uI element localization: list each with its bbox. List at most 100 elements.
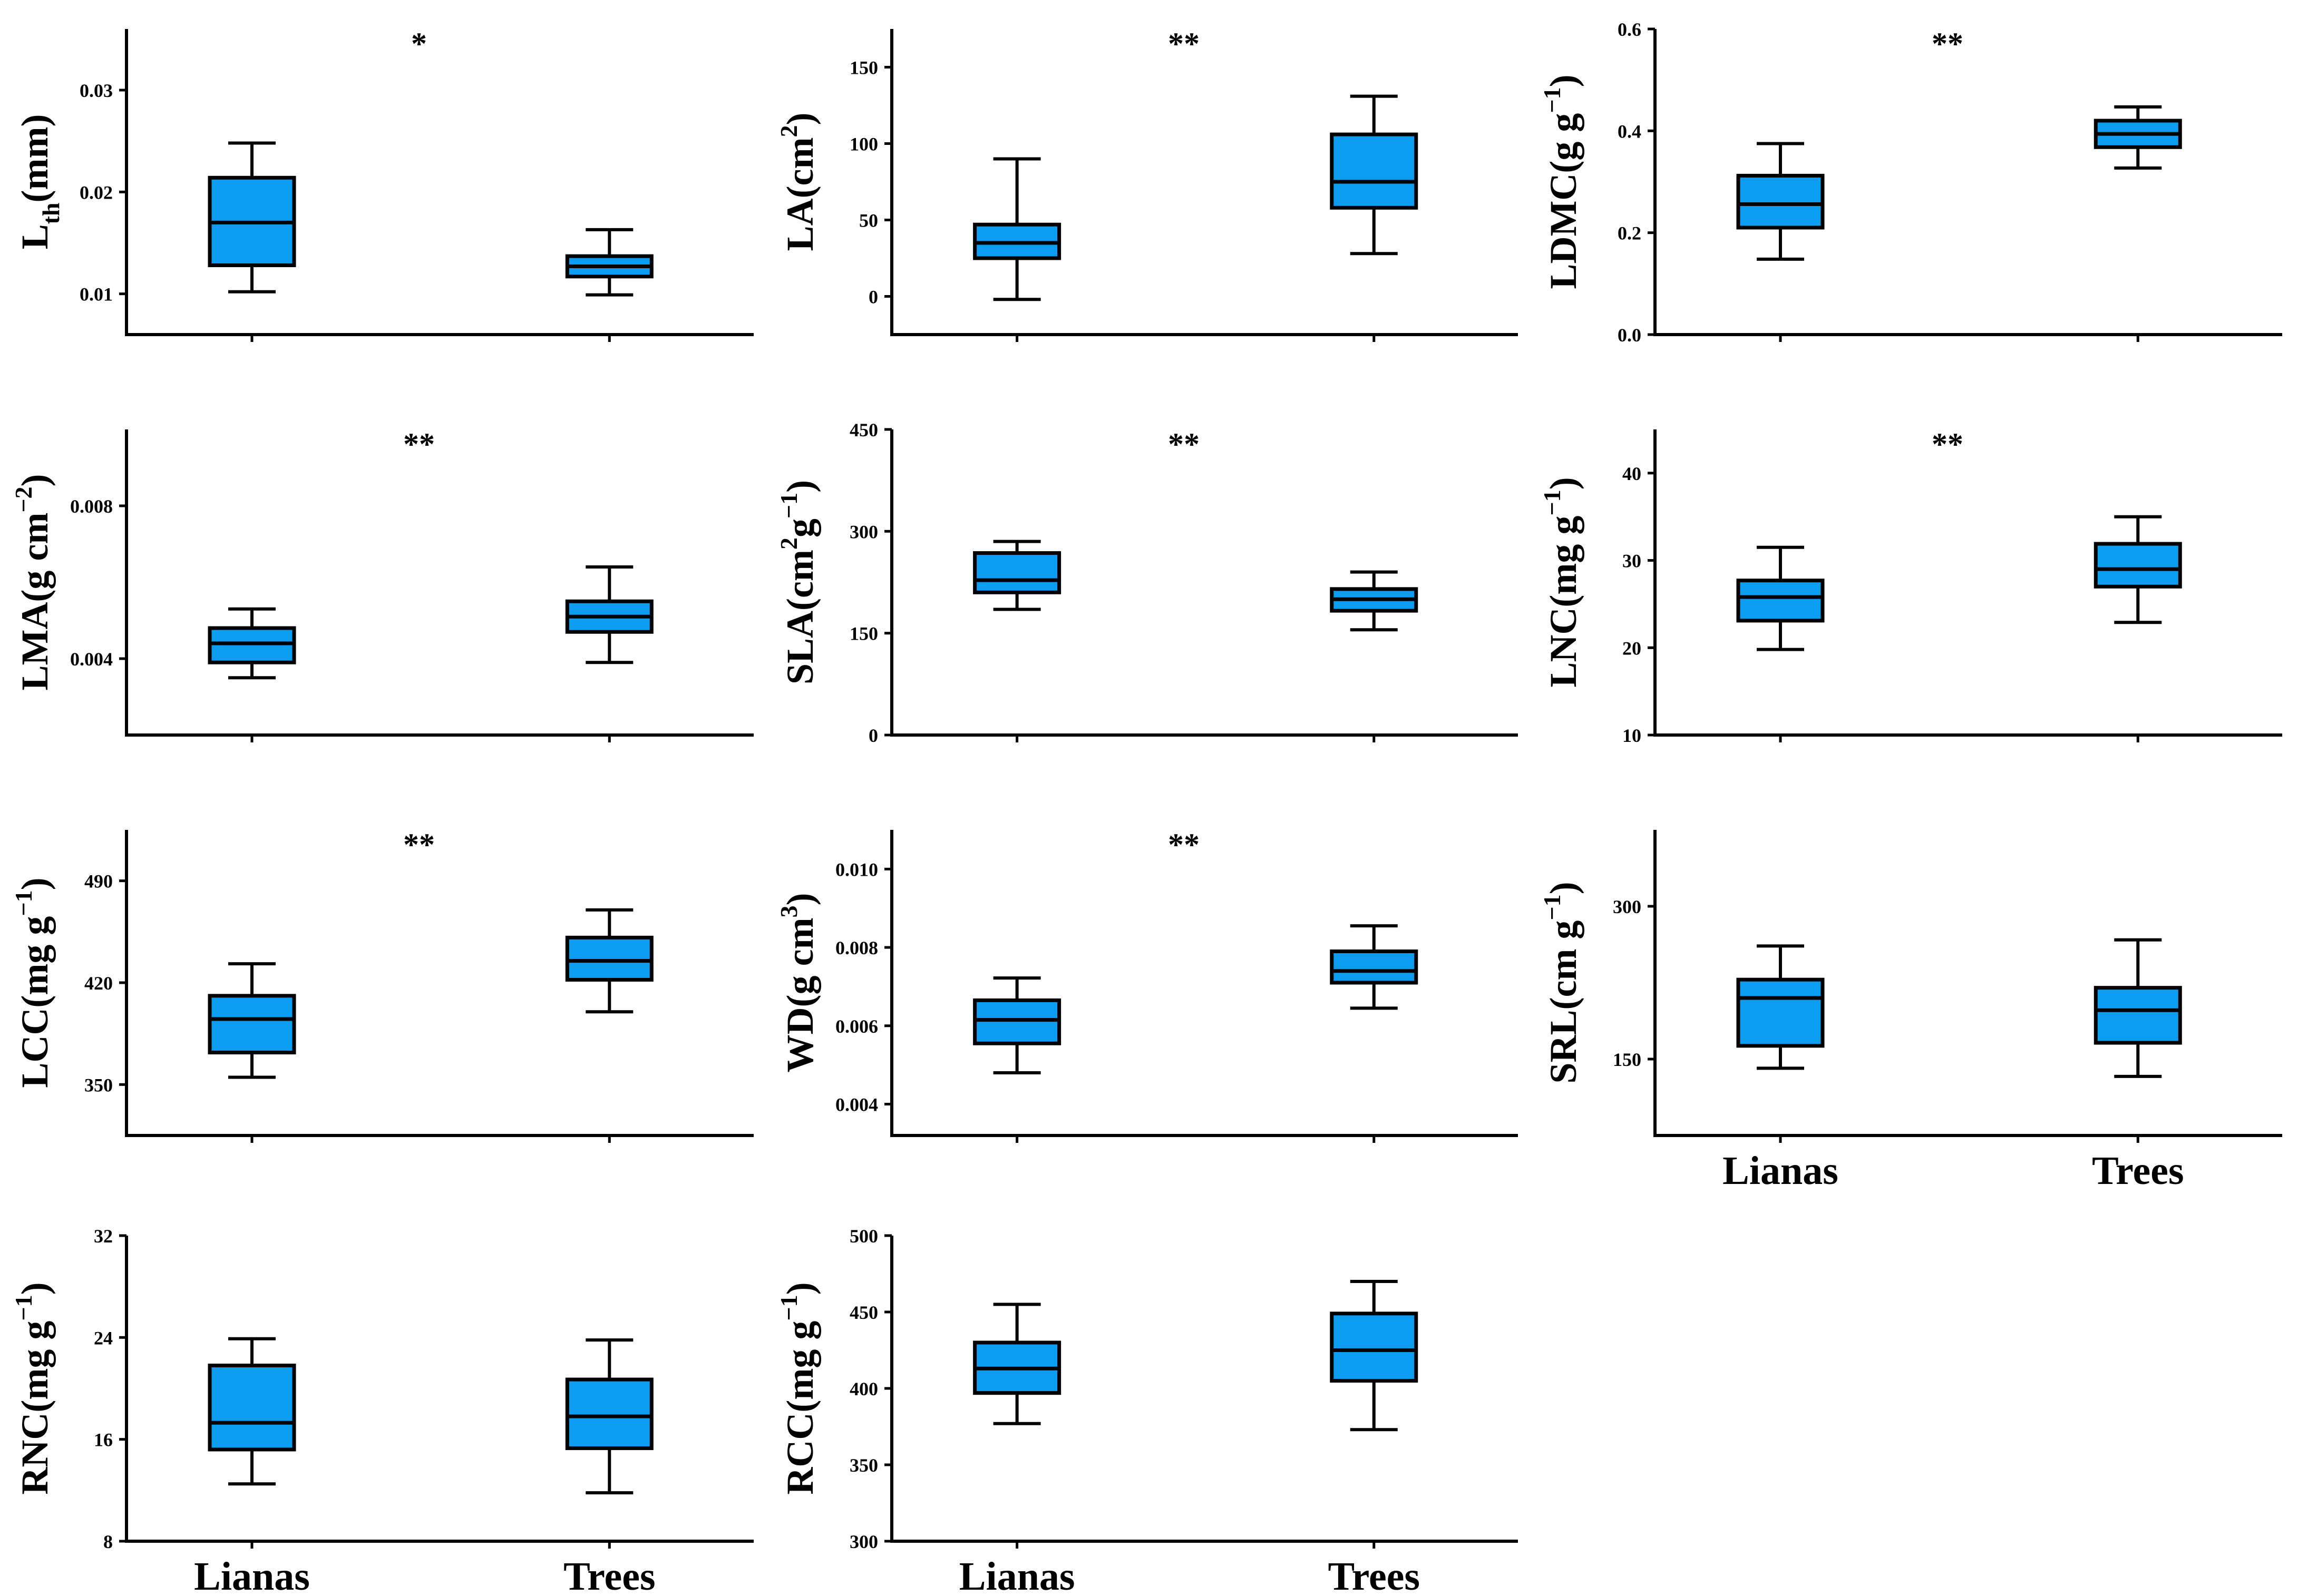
y-tick-label: 490 [84, 871, 113, 892]
category-label-trees: Trees [563, 1554, 655, 1596]
y-tick-label: 30 [1622, 551, 1641, 572]
y-tick-label: 0 [869, 725, 878, 746]
box-trees [1330, 570, 1418, 632]
panel-rcc: 300 350 400 450 500 RCC(mg g−1) Lianas Trees [775, 1226, 1518, 1596]
box-trees [565, 565, 654, 664]
y-tick-label: 0.4 [1618, 121, 1641, 142]
category-label-trees: Trees [2092, 1149, 2184, 1193]
iqr-box [565, 1377, 654, 1451]
iqr-box [1330, 1311, 1418, 1383]
y-axis-title: LMA(g cm−2) [10, 474, 56, 690]
y-axis-title: WD(g cm3) [775, 893, 821, 1073]
y-axis-title: LCC(mg g−1) [10, 877, 56, 1088]
iqr-box [973, 551, 1062, 594]
box-trees [565, 1338, 654, 1495]
y-tick-label: 300 [850, 521, 878, 542]
box-lianas [1736, 944, 1825, 1070]
y-tick-label: 150 [850, 57, 878, 79]
y-axis-title: SRL(cm g−1) [1539, 882, 1584, 1083]
iqr-box [1330, 949, 1418, 985]
box-trees [565, 908, 654, 1014]
category-label-trees: Trees [1328, 1554, 1420, 1596]
y-tick-label: 0.004 [70, 649, 113, 670]
y-tick-label: 0.6 [1618, 19, 1641, 40]
y-tick-label: 10 [1622, 725, 1641, 746]
iqr-box [1330, 132, 1418, 210]
y-tick-label: 420 [84, 973, 113, 994]
panel-srl: 150 300 SRL(cm g−1) Lianas Trees [1539, 830, 2282, 1193]
box-lianas [973, 1303, 1062, 1425]
significance-marker: * [411, 26, 427, 61]
y-tick-label: 450 [850, 1302, 878, 1323]
y-tick-label: 150 [850, 623, 878, 644]
box-trees [1330, 1280, 1418, 1432]
y-axis-title: LDMC(g g−1) [1539, 74, 1584, 289]
category-label-lianas: Lianas [194, 1554, 310, 1596]
y-tick-label: 40 [1622, 463, 1641, 484]
box-trees [2093, 105, 2182, 170]
panel-sla: 0 150 300 450 SLA(cm2g−1) ** [775, 419, 1518, 746]
significance-marker: ** [1168, 26, 1200, 61]
box-lianas [1736, 142, 1825, 261]
y-axis-title: RNC(mg g−1) [10, 1282, 56, 1494]
iqr-box [2093, 542, 2182, 589]
panel-lcc: 350 420 490 LCC(mg g−1) ** [10, 827, 754, 1143]
box-trees [565, 228, 654, 297]
box-lianas [973, 540, 1062, 611]
y-tick-label: 50 [859, 210, 878, 231]
significance-marker: ** [403, 427, 435, 462]
iqr-box [1736, 173, 1825, 230]
iqr-box [208, 626, 296, 664]
y-axis-title: LNC(mg g−1) [1539, 477, 1584, 687]
y-axis-title: LA(cm2) [775, 113, 821, 251]
y-tick-label: 100 [850, 134, 878, 155]
panel-lnc: 10 20 30 40 LNC(mg g−1) ** [1539, 427, 2282, 746]
panel-ldmc: 0.0 0.2 0.4 0.6 LDMC(g g−1) ** [1539, 19, 2282, 346]
category-label-lianas: Lianas [1722, 1149, 1838, 1193]
y-tick-label: 32 [94, 1226, 113, 1247]
y-tick-label: 0.006 [835, 1016, 878, 1037]
y-tick-label: 500 [850, 1226, 878, 1247]
box-trees [1330, 94, 1418, 256]
y-tick-label: 0.0 [1618, 325, 1641, 346]
y-tick-label: 0.004 [835, 1094, 878, 1115]
y-axis-title: SLA(cm2g−1) [775, 480, 821, 684]
box-lianas [208, 607, 296, 680]
y-tick-label: 150 [1613, 1049, 1641, 1070]
y-tick-label: 16 [94, 1429, 113, 1451]
y-tick-label: 0.02 [80, 182, 113, 203]
y-tick-label: 350 [84, 1074, 113, 1095]
box-lianas [208, 962, 296, 1079]
y-tick-label: 0.010 [835, 859, 878, 880]
y-tick-label: 0.2 [1618, 223, 1641, 244]
box-lianas [973, 976, 1062, 1075]
y-axis-title: RCC(mg g−1) [775, 1282, 821, 1494]
panel-la: 0 50 100 150 LA(cm2) ** [775, 26, 1518, 342]
y-tick-label: 0.008 [835, 937, 878, 958]
y-tick-label: 0 [869, 287, 878, 308]
box-trees [2093, 938, 2182, 1078]
significance-marker: ** [1168, 827, 1200, 862]
iqr-box [973, 998, 1062, 1045]
y-tick-label: 0.03 [80, 80, 113, 101]
iqr-box [208, 1364, 296, 1452]
significance-marker: ** [403, 827, 435, 862]
panel-lma: 0.004 0.008 LMA(g cm−2) ** [10, 427, 754, 742]
y-tick-label: 20 [1622, 638, 1641, 659]
iqr-box [1736, 579, 1825, 623]
y-tick-label: 24 [94, 1327, 113, 1348]
box-lianas [1736, 545, 1825, 651]
category-label-lianas: Lianas [959, 1554, 1075, 1596]
panel-wd: 0.004 0.006 0.008 0.010 WD(g cm3) ** [775, 827, 1518, 1143]
box-trees [2093, 515, 2182, 624]
y-axis-title: Lth(mm) [14, 114, 64, 250]
iqr-box [1736, 977, 1825, 1048]
iqr-box [2093, 986, 2182, 1045]
panel-lth: 0.01 0.02 0.03 Lth(mm) * [14, 26, 754, 342]
y-tick-label: 8 [103, 1531, 113, 1552]
box-lianas [208, 1337, 296, 1486]
significance-marker: ** [1932, 427, 1963, 462]
y-tick-label: 400 [850, 1378, 878, 1399]
box-lianas [973, 157, 1062, 301]
